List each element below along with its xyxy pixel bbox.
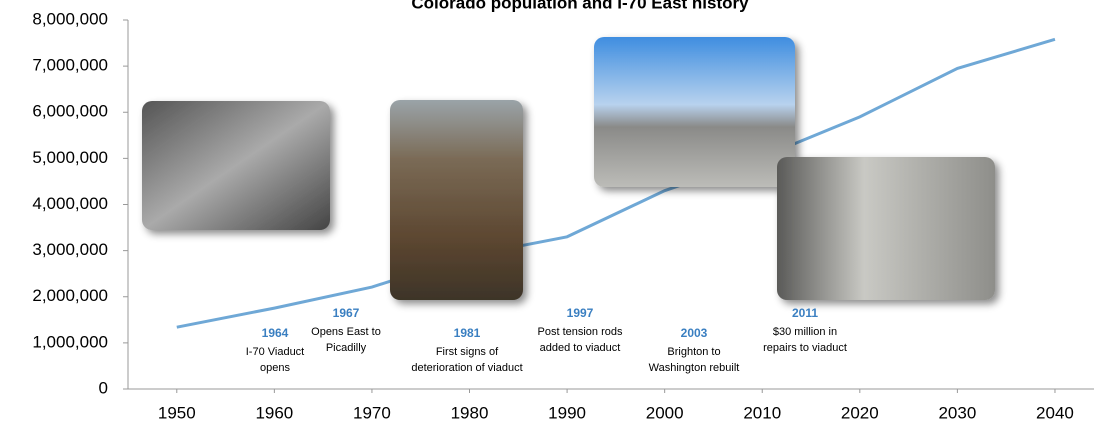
annotation-text: deterioration of viaduct <box>411 362 522 374</box>
annotation-year: 1997 <box>567 306 594 320</box>
annotation-text: First signs of <box>436 346 499 358</box>
annotation-year: 2011 <box>792 306 818 320</box>
annotation-text: Brighton to <box>667 346 720 358</box>
x-tick-label: 1980 <box>451 403 489 422</box>
chart-title: Colorado population and I-70 East histor… <box>411 0 749 12</box>
x-tick-label: 1950 <box>158 403 196 422</box>
x-tick-label: 1960 <box>255 403 293 422</box>
y-tick-label: 8,000,000 <box>32 9 108 28</box>
y-tick-label: 3,000,000 <box>32 240 108 259</box>
photo <box>777 157 995 300</box>
photo <box>390 100 523 300</box>
x-tick-label: 1970 <box>353 403 391 422</box>
photo <box>142 101 330 230</box>
annotation-text: added to viaduct <box>540 342 621 354</box>
x-tick-label: 2000 <box>646 403 684 422</box>
y-tick-label: 7,000,000 <box>32 56 108 75</box>
y-tick-label: 5,000,000 <box>32 148 108 167</box>
annotation-year: 1967 <box>333 306 360 320</box>
x-tick-label: 2010 <box>743 403 781 422</box>
annotation-text: opens <box>260 362 290 374</box>
annotation-text: Opens East to <box>311 326 381 338</box>
x-tick-label: 1990 <box>548 403 586 422</box>
x-tick-label: 2020 <box>841 403 879 422</box>
y-tick-label: 2,000,000 <box>32 286 108 305</box>
x-tick-label: 2030 <box>938 403 976 422</box>
annotation-text: Washington rebuilt <box>649 362 740 374</box>
annotation-year: 2003 <box>681 326 708 340</box>
annotation-year: 1981 <box>454 326 481 340</box>
photo <box>594 37 795 187</box>
x-tick-label: 2040 <box>1036 403 1074 422</box>
y-tick-label: 4,000,000 <box>32 194 108 213</box>
annotation-year: 1964 <box>262 326 289 340</box>
chart: Colorado population and I-70 East histor… <box>0 0 1094 430</box>
y-tick-label: 1,000,000 <box>32 332 108 351</box>
annotation-text: Picadilly <box>326 342 367 354</box>
photos <box>142 37 995 300</box>
y-tick-label: 0 <box>99 378 108 397</box>
annotations: 1964 I-70 Viaduct opens 1967 Opens East to Pi… <box>246 306 847 374</box>
annotation-text: repairs to viaduct <box>763 342 847 354</box>
annotation-text: Post tension rods <box>538 326 623 338</box>
y-tick-label: 6,000,000 <box>32 102 108 121</box>
annotation-text: $30 million in <box>773 326 837 338</box>
annotation-text: I-70 Viaduct <box>246 346 305 358</box>
